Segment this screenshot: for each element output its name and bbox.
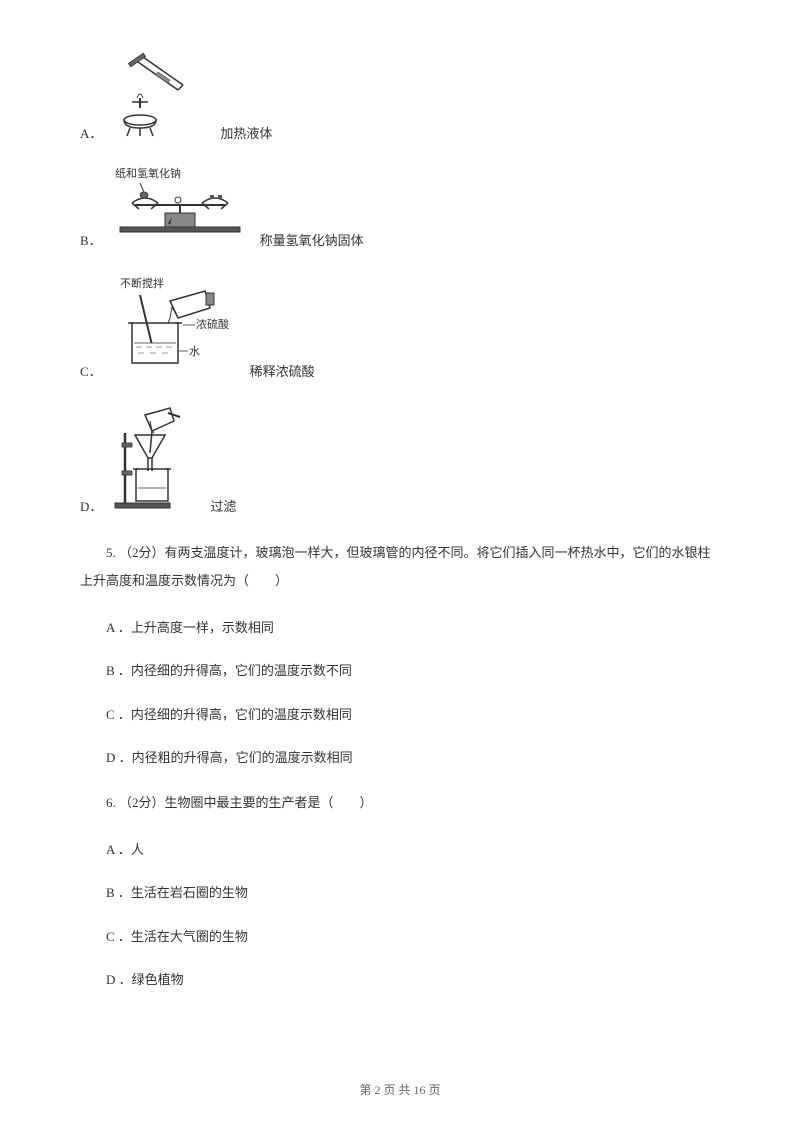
option-d-label: D． <box>80 495 102 520</box>
option-c-label: C． <box>80 360 102 385</box>
q6-opt-b: B ．生活在岩石圈的生物 <box>80 881 720 904</box>
q6-opt-c: C ．生活在大气圈的生物 <box>80 925 720 948</box>
diagram-c: 不断搅拌 浓硫酸 水 <box>110 273 240 385</box>
option-c-caption: 稀释浓硫酸 <box>250 360 315 385</box>
q5-text: 5. （2分）有两支温度计，玻璃泡一样大，但玻璃管的内径不同。将它们插入同一杯热… <box>80 539 720 596</box>
q5-opt-d: D ．内径粗的升得高，它们的温度示数相同 <box>80 746 720 769</box>
diagram-c-label3: 水 <box>189 345 200 358</box>
page-footer: 第 2 页 共 16 页 <box>0 1080 800 1102</box>
diagram-a <box>110 50 210 147</box>
q6-text: 6. （2分）生物圈中最主要的生产者是（ ） <box>80 789 720 818</box>
diagram-d <box>110 403 200 520</box>
diagram-c-label1: 不断搅拌 <box>120 276 164 290</box>
q5-opt-c: C ．内径细的升得高，它们的温度示数相同 <box>80 703 720 726</box>
q5-opt-b: B ．内径细的升得高，它们的温度示数不同 <box>80 659 720 682</box>
diagram-c-label2: 浓硫酸 <box>196 317 229 331</box>
diagram-b: 纸和氢氧化钠 <box>110 165 250 254</box>
option-d-caption: 过滤 <box>210 495 236 520</box>
option-a-row: A． 加热液体 <box>80 50 720 147</box>
diagram-b-label: 纸和氢氧化钠 <box>115 166 181 180</box>
option-a-caption: 加热液体 <box>220 122 272 147</box>
q5-opt-a: A ．上升高度一样，示数相同 <box>80 616 720 639</box>
q6-opt-d: D ．绿色植物 <box>80 968 720 991</box>
option-c-row: C． 不断搅拌 浓硫酸 水 稀释浓硫酸 <box>80 273 720 385</box>
option-b-label: B． <box>80 229 102 254</box>
option-a-label: A． <box>80 122 102 147</box>
option-b-row: B． 纸和氢氧化钠 称量氢氧化钠固体 <box>80 165 720 254</box>
option-d-row: D． 过滤 <box>80 403 720 520</box>
q6-opt-a: A ．人 <box>80 838 720 861</box>
option-b-caption: 称量氢氧化钠固体 <box>260 229 364 254</box>
